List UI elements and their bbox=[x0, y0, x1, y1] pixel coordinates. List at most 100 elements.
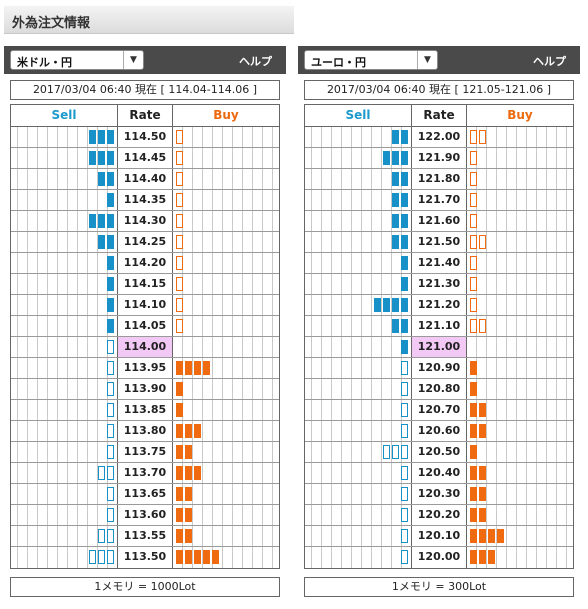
buy-block bbox=[176, 298, 183, 312]
scale-grid bbox=[173, 127, 279, 147]
sell-volume bbox=[107, 508, 114, 522]
currency-pair-select[interactable]: 米ドル・円 ▼ bbox=[10, 50, 144, 70]
buy-cell bbox=[173, 211, 279, 231]
order-rows: 122.00 121.90 121.80 121.70 121.60 121.50 121.… bbox=[305, 127, 573, 568]
buy-block bbox=[203, 550, 210, 564]
sell-volume bbox=[401, 529, 408, 543]
sell-block bbox=[89, 214, 96, 228]
sell-block bbox=[401, 235, 408, 249]
scale-grid bbox=[467, 316, 573, 336]
buy-block bbox=[176, 382, 183, 396]
buy-block bbox=[479, 508, 486, 522]
rate-value: 114.05 bbox=[117, 316, 173, 336]
scale-grid bbox=[11, 379, 117, 399]
buy-block bbox=[470, 403, 477, 417]
rate-value: 113.90 bbox=[117, 379, 173, 399]
sell-block bbox=[107, 340, 114, 354]
sell-volume bbox=[392, 214, 408, 228]
buy-volume bbox=[176, 466, 201, 480]
sell-block bbox=[107, 298, 114, 312]
rate-row: 120.70 bbox=[305, 400, 573, 421]
chevron-down-icon[interactable]: ▼ bbox=[417, 51, 437, 69]
buy-cell bbox=[467, 190, 573, 210]
rate-value: 121.90 bbox=[411, 148, 467, 168]
buy-block bbox=[185, 508, 192, 522]
buy-cell bbox=[173, 148, 279, 168]
scale-grid bbox=[11, 463, 117, 483]
help-link[interactable]: ヘルプ bbox=[533, 55, 566, 68]
buy-block bbox=[185, 487, 192, 501]
scale-grid bbox=[11, 400, 117, 420]
scale-grid bbox=[467, 400, 573, 420]
buy-block bbox=[176, 214, 183, 228]
buy-cell bbox=[467, 148, 573, 168]
rate-row: 121.00 bbox=[305, 337, 573, 358]
sell-cell bbox=[305, 463, 411, 483]
sell-block bbox=[401, 550, 408, 564]
sell-block bbox=[401, 193, 408, 207]
sell-block bbox=[107, 256, 114, 270]
buy-volume bbox=[176, 214, 183, 228]
rate-row: 121.30 bbox=[305, 274, 573, 295]
buy-block bbox=[470, 529, 477, 543]
rate-row: 121.10 bbox=[305, 316, 573, 337]
help-link[interactable]: ヘルプ bbox=[239, 55, 272, 68]
sell-cell bbox=[11, 358, 117, 378]
scale-grid bbox=[305, 190, 411, 210]
sell-volume bbox=[107, 424, 114, 438]
buy-block bbox=[479, 550, 486, 564]
sell-cell bbox=[11, 337, 117, 357]
rate-row: 114.40 bbox=[11, 169, 279, 190]
buy-block bbox=[185, 529, 192, 543]
board-header: Sell Rate Buy bbox=[305, 105, 573, 127]
sell-block bbox=[107, 172, 114, 186]
sell-cell bbox=[305, 442, 411, 462]
buy-block bbox=[470, 235, 477, 249]
buy-block bbox=[176, 487, 183, 501]
rate-row: 114.50 bbox=[11, 127, 279, 148]
buy-block bbox=[488, 550, 495, 564]
scale-grid bbox=[305, 505, 411, 525]
currency-pair-select[interactable]: ユーロ・円 ▼ bbox=[304, 50, 438, 70]
rate-value: 114.30 bbox=[117, 211, 173, 231]
rate-row: 113.85 bbox=[11, 400, 279, 421]
buy-volume bbox=[470, 550, 495, 564]
sell-volume bbox=[392, 193, 408, 207]
sell-volume bbox=[392, 172, 408, 186]
buy-cell bbox=[173, 337, 279, 357]
buy-cell bbox=[467, 400, 573, 420]
buy-block bbox=[470, 445, 477, 459]
buy-block bbox=[470, 193, 477, 207]
sell-volume bbox=[401, 340, 408, 354]
scale-grid bbox=[467, 253, 573, 273]
rate-value: 121.40 bbox=[411, 253, 467, 273]
rate-value: 113.60 bbox=[117, 505, 173, 525]
buy-block bbox=[176, 529, 183, 543]
buy-block bbox=[194, 424, 201, 438]
rate-value: 114.25 bbox=[117, 232, 173, 252]
currency-pair-value: ユーロ・円 bbox=[311, 56, 366, 69]
sell-block bbox=[383, 445, 390, 459]
sell-volume bbox=[89, 130, 114, 144]
scale-grid bbox=[11, 442, 117, 462]
buy-volume bbox=[470, 172, 477, 186]
rate-row: 120.00 bbox=[305, 547, 573, 568]
scale-grid bbox=[467, 190, 573, 210]
rate-value: 114.45 bbox=[117, 148, 173, 168]
sell-block bbox=[107, 529, 114, 543]
scale-grid bbox=[173, 526, 279, 546]
scale-grid bbox=[11, 295, 117, 315]
sell-block bbox=[107, 151, 114, 165]
sell-volume bbox=[107, 445, 114, 459]
rate-row: 113.95 bbox=[11, 358, 279, 379]
scale-grid bbox=[11, 169, 117, 189]
rate-value: 120.80 bbox=[411, 379, 467, 399]
scale-grid bbox=[173, 484, 279, 504]
scale-grid bbox=[11, 421, 117, 441]
chevron-down-icon[interactable]: ▼ bbox=[123, 51, 143, 69]
rate-value: 113.85 bbox=[117, 400, 173, 420]
buy-volume bbox=[176, 256, 183, 270]
scale-grid bbox=[305, 169, 411, 189]
sell-volume bbox=[401, 550, 408, 564]
rate-value: 121.70 bbox=[411, 190, 467, 210]
